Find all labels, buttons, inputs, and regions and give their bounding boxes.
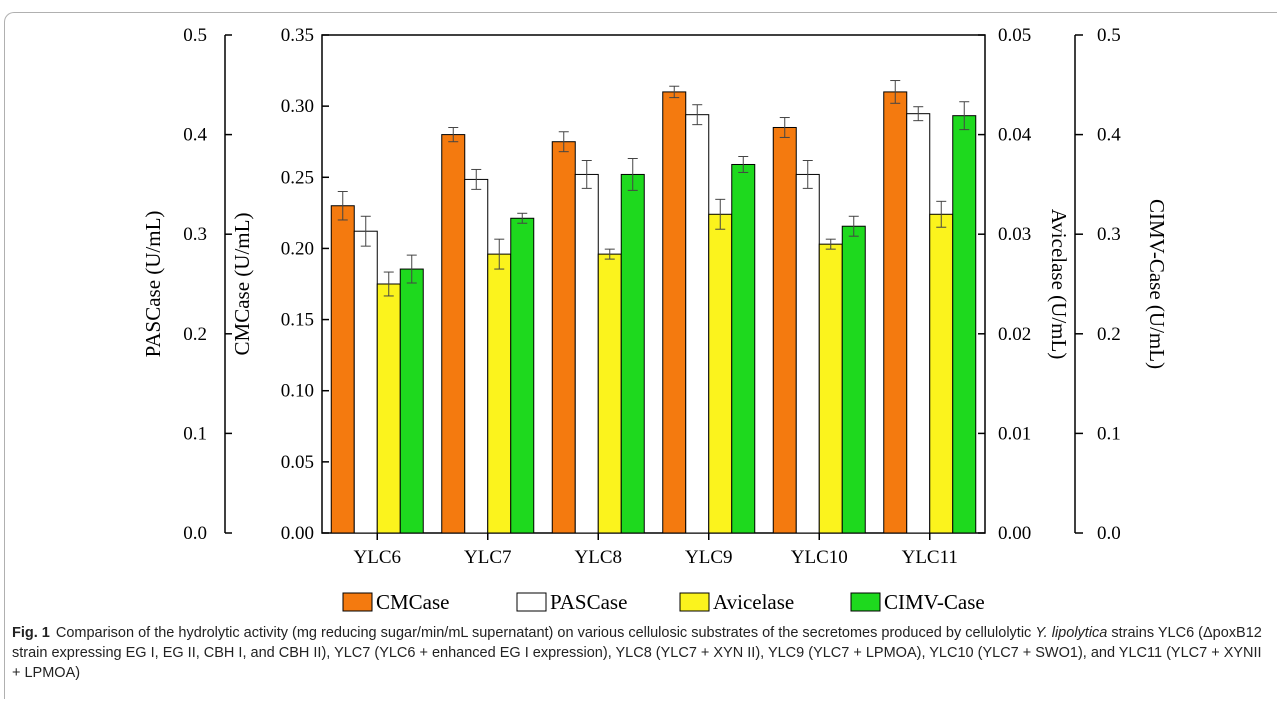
bar-avicelase — [376, 283, 401, 534]
cimv-tick-label: 0.3 — [1097, 224, 1121, 245]
legend-swatch-cimv-case — [850, 592, 881, 612]
avicelase-tick-label: 0.02 — [998, 324, 1031, 345]
pascase-tick-label: 0.2 — [183, 324, 207, 345]
pascase-tick-label: 0.0 — [183, 523, 207, 544]
bar-pascase — [574, 173, 599, 534]
x-tick-label: YLC6 — [354, 547, 402, 568]
cmcase-tick-label: 0.20 — [281, 238, 314, 259]
bar-cimv-case — [620, 173, 645, 534]
bar-cimv-case — [731, 163, 756, 534]
legend: CMCase PASCase Avicelase CIMV-Case — [342, 590, 985, 614]
pascase-tick-label: 0.3 — [183, 224, 207, 245]
bar-cimv-case — [510, 217, 535, 534]
bar-cimv-case — [952, 115, 977, 534]
cimv-tick-label: 0.0 — [1097, 523, 1121, 544]
avicelase-axis-title: Avicelase (U/mL) — [1047, 209, 1071, 360]
x-tick-label: YLC10 — [791, 547, 848, 568]
legend-label: CIMV-Case — [884, 590, 985, 614]
bar-pascase — [353, 230, 378, 534]
bar-avicelase — [818, 243, 843, 534]
cmcase-tick-label: 0.35 — [281, 25, 314, 46]
cmcase-tick-label: 0.00 — [281, 523, 314, 544]
avicelase-tick-label: 0.03 — [998, 224, 1031, 245]
bar-cmcase — [772, 126, 797, 534]
avicelase-tick-label: 0.01 — [998, 423, 1031, 444]
bar-avicelase — [597, 253, 622, 534]
x-tick-label: YLC11 — [902, 547, 958, 568]
avicelase-tick-label: 0.04 — [998, 125, 1032, 146]
cimv-tick-label: 0.4 — [1097, 125, 1121, 146]
x-tick-label: YLC8 — [575, 547, 623, 568]
cmcase-tick-label: 0.25 — [281, 167, 314, 188]
caption-text-part2: strains YLC6 (ΔpoxB12 strain expressing … — [12, 625, 1262, 681]
caption-species: Y. lipolytica — [1035, 625, 1108, 641]
x-tick-label: YLC7 — [464, 547, 512, 568]
cmcase-tick-label: 0.10 — [281, 381, 314, 402]
cmcase-axis-title: CMCase (U/mL) — [230, 213, 254, 356]
bar-cmcase — [551, 141, 576, 534]
cmcase-tick-label: 0.05 — [281, 452, 314, 473]
bar-avicelase — [929, 213, 954, 534]
avicelase-tick-label: 0.00 — [998, 523, 1031, 544]
bar-avicelase — [708, 213, 733, 534]
cimv-axis-title: CIMV-Case (U/mL) — [1145, 199, 1169, 369]
axes-layer: 0.00 0.05 0.10 0.15 0.20 0.25 0.30 0.35 CMCase (… — [141, 25, 1169, 568]
pascase-axis-title: PASCase (U/mL) — [141, 211, 165, 358]
bar-cimv-case — [841, 225, 866, 534]
legend-label: CMCase — [376, 590, 450, 614]
bar-chart: 0.00 0.05 0.10 0.15 0.20 0.25 0.30 0.35 CMCase (… — [141, 25, 1169, 614]
figure-caption: Fig. 1 Comparison of the hydrolytic activ… — [12, 623, 1274, 683]
bar-cmcase — [330, 205, 355, 534]
cmcase-tick-label: 0.15 — [281, 310, 314, 331]
legend-label: PASCase — [550, 590, 627, 614]
avicelase-tick-label: 0.05 — [998, 25, 1031, 46]
pascase-tick-label: 0.1 — [183, 423, 207, 444]
bars-layer — [330, 80, 977, 534]
bar-pascase — [795, 173, 820, 534]
x-tick-label: YLC9 — [685, 547, 733, 568]
caption-text-part1: Comparison of the hydrolytic activity (m… — [55, 625, 1036, 641]
cmcase-tick-label: 0.30 — [281, 96, 314, 117]
figure-frame — [4, 12, 1277, 699]
cimv-tick-label: 0.5 — [1097, 25, 1121, 46]
cimv-tick-label: 0.2 — [1097, 324, 1121, 345]
bar-avicelase — [487, 253, 512, 534]
bar-pascase — [906, 113, 931, 534]
plot-frame — [321, 34, 986, 534]
pascase-tick-label: 0.5 — [183, 25, 207, 46]
bar-pascase — [685, 114, 710, 534]
bar-cmcase — [883, 91, 908, 534]
legend-label: Avicelase — [713, 590, 794, 614]
legend-swatch-avicelase — [679, 592, 710, 612]
bar-cmcase — [662, 91, 687, 534]
legend-swatch-pascase — [516, 592, 547, 612]
cimv-tick-label: 0.1 — [1097, 423, 1121, 444]
pascase-tick-label: 0.4 — [183, 125, 207, 146]
bar-cmcase — [441, 134, 466, 534]
bar-pascase — [464, 178, 489, 534]
caption-label: Fig. 1 — [12, 625, 50, 641]
legend-swatch-cmcase — [342, 592, 373, 612]
bar-cimv-case — [399, 268, 424, 534]
